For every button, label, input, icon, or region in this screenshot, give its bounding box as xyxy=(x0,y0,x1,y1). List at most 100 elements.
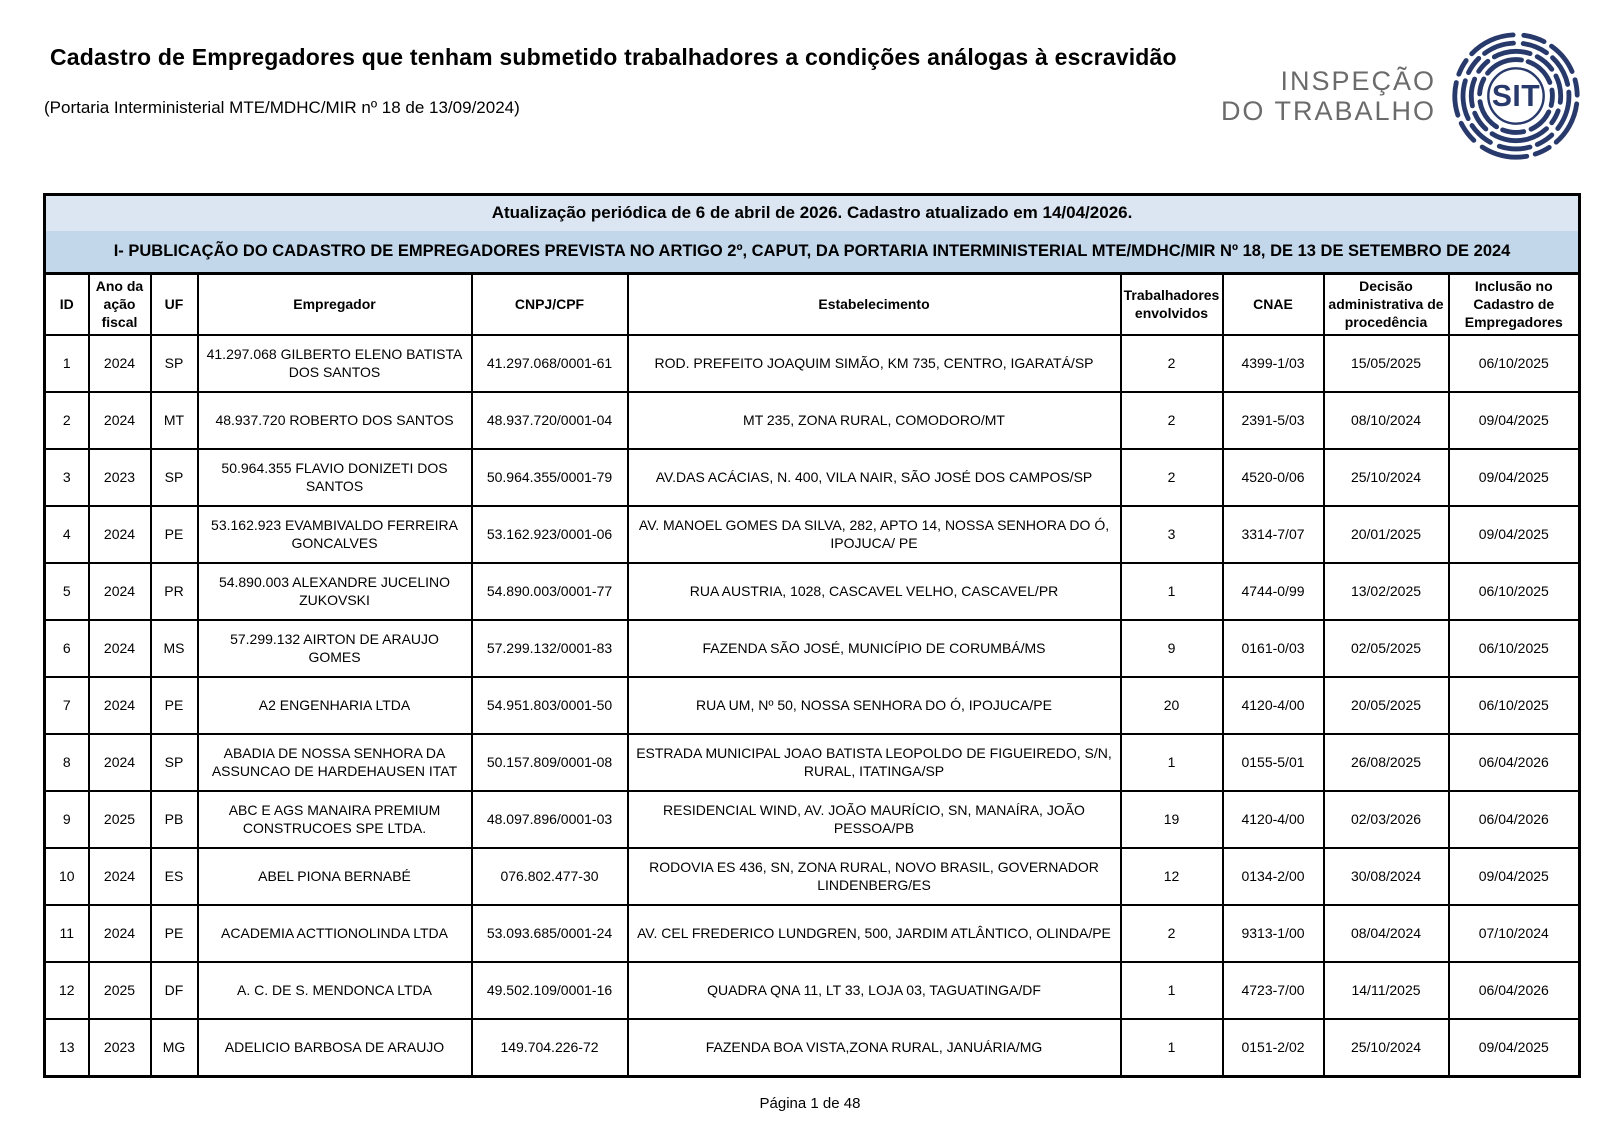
cell-empregador: 57.299.132 AIRTON DE ARAUJO GOMES xyxy=(196,618,473,678)
cell-cnae: 0134-2/00 xyxy=(1221,846,1325,906)
cell-uf: PB xyxy=(149,789,199,849)
col-header-estabelecimento: Estabelecimento xyxy=(626,272,1122,336)
page-number: Página 1 de 48 xyxy=(759,1095,861,1112)
cell-estabelecimento: AV. CEL FREDERICO LUNDGREN, 500, JARDIM … xyxy=(626,903,1122,963)
cell-decisao-administrativa: 25/10/2024 xyxy=(1322,447,1450,507)
cell-estabelecimento: MT 235, ZONA RURAL, COMODORO/MT xyxy=(626,390,1122,450)
cell-cnae: 0155-5/01 xyxy=(1221,732,1325,792)
col-header-id: ID xyxy=(43,272,90,336)
cell-id: 12 xyxy=(43,960,90,1020)
col-header-ano-acao-fiscal: Ano da ação fiscal xyxy=(87,272,152,336)
cell-trabalhadores-envolvidos: 2 xyxy=(1119,447,1224,507)
col-header-uf: UF xyxy=(149,272,199,336)
cell-uf: PE xyxy=(149,675,199,735)
cell-estabelecimento: RUA UM, Nº 50, NOSSA SENHORA DO Ó, IPOJU… xyxy=(626,675,1122,735)
cell-empregador: 53.162.923 EVAMBIVALDO FERREIRA GONCALVE… xyxy=(196,504,473,564)
cell-ano-acao-fiscal: 2025 xyxy=(87,789,152,849)
cell-id: 2 xyxy=(43,390,90,450)
table-row: 2 2024 MT 48.937.720 ROBERTO DOS SANTOS 48.9… xyxy=(43,390,1581,450)
cell-cnpj-cpf: 57.299.132/0001-83 xyxy=(470,618,629,678)
cell-ano-acao-fiscal: 2024 xyxy=(87,504,152,564)
cell-cnae: 4723-7/00 xyxy=(1221,960,1325,1020)
cell-id: 10 xyxy=(43,846,90,906)
cell-decisao-administrativa: 20/01/2025 xyxy=(1322,504,1450,564)
cell-ano-acao-fiscal: 2023 xyxy=(87,447,152,507)
cell-cnae: 3314-7/07 xyxy=(1221,504,1325,564)
cell-id: 6 xyxy=(43,618,90,678)
cell-estabelecimento: FAZENDA BOA VISTA,ZONA RURAL, JANUÁRIA/M… xyxy=(626,1017,1122,1078)
table-row: 4 2024 PE 53.162.923 EVAMBIVALDO FERREIRA G… xyxy=(43,504,1581,564)
wordmark-line2: DO TRABALHO xyxy=(1220,96,1436,126)
cell-empregador: A2 ENGENHARIA LTDA xyxy=(196,675,473,735)
cell-decisao-administrativa: 26/08/2025 xyxy=(1322,732,1450,792)
table-row: 7 2024 PE A2 ENGENHARIA LTDA 54.951.803/0001… xyxy=(43,675,1581,735)
cell-ano-acao-fiscal: 2024 xyxy=(87,732,152,792)
wordmark-line1: INSPEÇÃO xyxy=(1280,65,1436,96)
cell-trabalhadores-envolvidos: 2 xyxy=(1119,903,1224,963)
cell-trabalhadores-envolvidos: 2 xyxy=(1119,390,1224,450)
cell-estabelecimento: QUADRA QNA 11, LT 33, LOJA 03, TAGUATING… xyxy=(626,960,1122,1020)
cell-id: 8 xyxy=(43,732,90,792)
cell-inclusao-cadastro: 07/10/2024 xyxy=(1447,903,1581,963)
cell-estabelecimento: AV. MANOEL GOMES DA SILVA, 282, APTO 14,… xyxy=(626,504,1122,564)
table-row: 1 2024 SP 41.297.068 GILBERTO ELENO BATISTA… xyxy=(43,333,1581,393)
cell-cnpj-cpf: 49.502.109/0001-16 xyxy=(470,960,629,1020)
cell-cnpj-cpf: 54.951.803/0001-50 xyxy=(470,675,629,735)
cell-uf: MT xyxy=(149,390,199,450)
cell-uf: ES xyxy=(149,846,199,906)
cell-uf: SP xyxy=(149,447,199,507)
cell-uf: SP xyxy=(149,333,199,393)
cell-cnae: 4744-0/99 xyxy=(1221,561,1325,621)
cell-inclusao-cadastro: 06/10/2025 xyxy=(1447,561,1581,621)
cell-empregador: ADELICIO BARBOSA DE ARAUJO xyxy=(196,1017,473,1078)
cell-id: 7 xyxy=(43,675,90,735)
cell-uf: PR xyxy=(149,561,199,621)
cell-estabelecimento: RODOVIA ES 436, SN, ZONA RURAL, NOVO BRA… xyxy=(626,846,1122,906)
employers-registry-table: Atualização periódica de 6 de abril de 2… xyxy=(43,193,1582,1078)
cell-cnae: 4520-0/06 xyxy=(1221,447,1325,507)
page-title: Cadastro de Empregadores que tenham subm… xyxy=(50,44,1177,70)
table-row: 9 2025 PB ABC E AGS MANAIRA PREMIUM CONSTRU… xyxy=(43,789,1581,849)
cell-inclusao-cadastro: 06/10/2025 xyxy=(1447,675,1581,735)
cell-trabalhadores-envolvidos: 1 xyxy=(1119,1017,1224,1078)
sit-logo: INSPEÇÃO DO TRABALHO SIT xyxy=(1221,28,1584,164)
cell-id: 1 xyxy=(43,333,90,393)
cell-decisao-administrativa: 25/10/2024 xyxy=(1322,1017,1450,1078)
cell-trabalhadores-envolvidos: 1 xyxy=(1119,561,1224,621)
cell-id: 5 xyxy=(43,561,90,621)
cell-empregador: ABC E AGS MANAIRA PREMIUM CONSTRUCOES SP… xyxy=(196,789,473,849)
sit-acronym: SIT xyxy=(1492,80,1540,113)
table-body: 1 2024 SP 41.297.068 GILBERTO ELENO BATISTA… xyxy=(43,333,1581,1078)
cell-empregador: 54.890.003 ALEXANDRE JUCELINO ZUKOVSKI xyxy=(196,561,473,621)
cell-ano-acao-fiscal: 2024 xyxy=(87,333,152,393)
employers-registry-table-wrap: Atualização periódica de 6 de abril de 2… xyxy=(43,193,1582,1078)
cell-trabalhadores-envolvidos: 2 xyxy=(1119,333,1224,393)
cell-ano-acao-fiscal: 2025 xyxy=(87,960,152,1020)
cell-ano-acao-fiscal: 2024 xyxy=(87,903,152,963)
cell-empregador: 50.964.355 FLAVIO DONIZETI DOS SANTOS xyxy=(196,447,473,507)
page-subtitle: (Portaria Interministerial MTE/MDHC/MIR … xyxy=(44,98,520,117)
cell-decisao-administrativa: 30/08/2024 xyxy=(1322,846,1450,906)
cell-estabelecimento: RUA AUSTRIA, 1028, CASCAVEL VELHO, CASCA… xyxy=(626,561,1122,621)
cell-decisao-administrativa: 15/05/2025 xyxy=(1322,333,1450,393)
cell-inclusao-cadastro: 06/10/2025 xyxy=(1447,618,1581,678)
cell-inclusao-cadastro: 09/04/2025 xyxy=(1447,447,1581,507)
cell-decisao-administrativa: 08/04/2024 xyxy=(1322,903,1450,963)
cell-empregador: 48.937.720 ROBERTO DOS SANTOS xyxy=(196,390,473,450)
cell-ano-acao-fiscal: 2024 xyxy=(87,846,152,906)
cell-cnpj-cpf: 50.157.809/0001-08 xyxy=(470,732,629,792)
cell-uf: SP xyxy=(149,732,199,792)
col-header-empregador: Empregador xyxy=(196,272,473,336)
update-notice-row: Atualização periódica de 6 de abril de 2… xyxy=(44,194,1580,231)
cell-trabalhadores-envolvidos: 19 xyxy=(1119,789,1224,849)
cell-empregador: ACADEMIA ACTTIONOLINDA LTDA xyxy=(196,903,473,963)
cell-cnpj-cpf: 50.964.355/0001-79 xyxy=(470,447,629,507)
table-row: 3 2023 SP 50.964.355 FLAVIO DONIZETI DOS SA… xyxy=(43,447,1581,507)
cell-estabelecimento: RESIDENCIAL WIND, AV. JOÃO MAURÍCIO, SN,… xyxy=(626,789,1122,849)
cell-cnpj-cpf: 149.704.226-72 xyxy=(470,1017,629,1078)
cell-ano-acao-fiscal: 2023 xyxy=(87,1017,152,1078)
cell-cnpj-cpf: 48.937.720/0001-04 xyxy=(470,390,629,450)
cell-inclusao-cadastro: 06/10/2025 xyxy=(1447,333,1581,393)
cell-cnae: 4399-1/03 xyxy=(1221,333,1325,393)
cell-cnpj-cpf: 076.802.477-30 xyxy=(470,846,629,906)
